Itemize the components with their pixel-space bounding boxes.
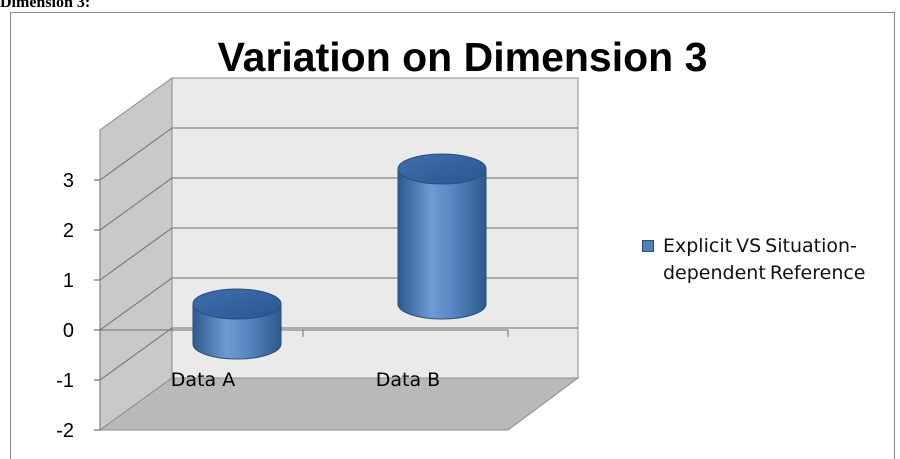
x-tick-label: Data A — [171, 369, 235, 391]
bar-top — [397, 153, 487, 185]
floor — [98, 377, 580, 431]
x-tick-label: Data B — [376, 369, 440, 391]
legend-swatch — [642, 240, 654, 252]
legend: Explicit VS Situation-dependent Referenc… — [642, 233, 892, 286]
gridline-side — [99, 327, 173, 381]
gridline-side — [99, 277, 173, 331]
bar-data-b — [397, 153, 487, 320]
bar-body — [397, 168, 487, 320]
gridline-side — [99, 177, 173, 231]
y-tick-label: 1 — [63, 270, 74, 292]
document-heading: Dimension 3: — [0, 0, 91, 11]
bar-top — [192, 288, 282, 320]
bar-data-a — [192, 288, 282, 360]
bar-body — [192, 303, 282, 360]
gridline-side — [99, 227, 173, 281]
y-tick-label: 3 — [63, 170, 74, 192]
chart-title: Variation on Dimension 3 — [217, 34, 708, 80]
y-tick-label: -1 — [56, 370, 74, 392]
y-tick-label: 2 — [63, 220, 74, 242]
y-tick-label: 0 — [63, 320, 74, 342]
legend-label: Explicit VS Situation-dependent Referenc… — [663, 235, 866, 284]
gridline-side — [99, 127, 173, 181]
y-tick-label: -2 — [56, 420, 74, 442]
